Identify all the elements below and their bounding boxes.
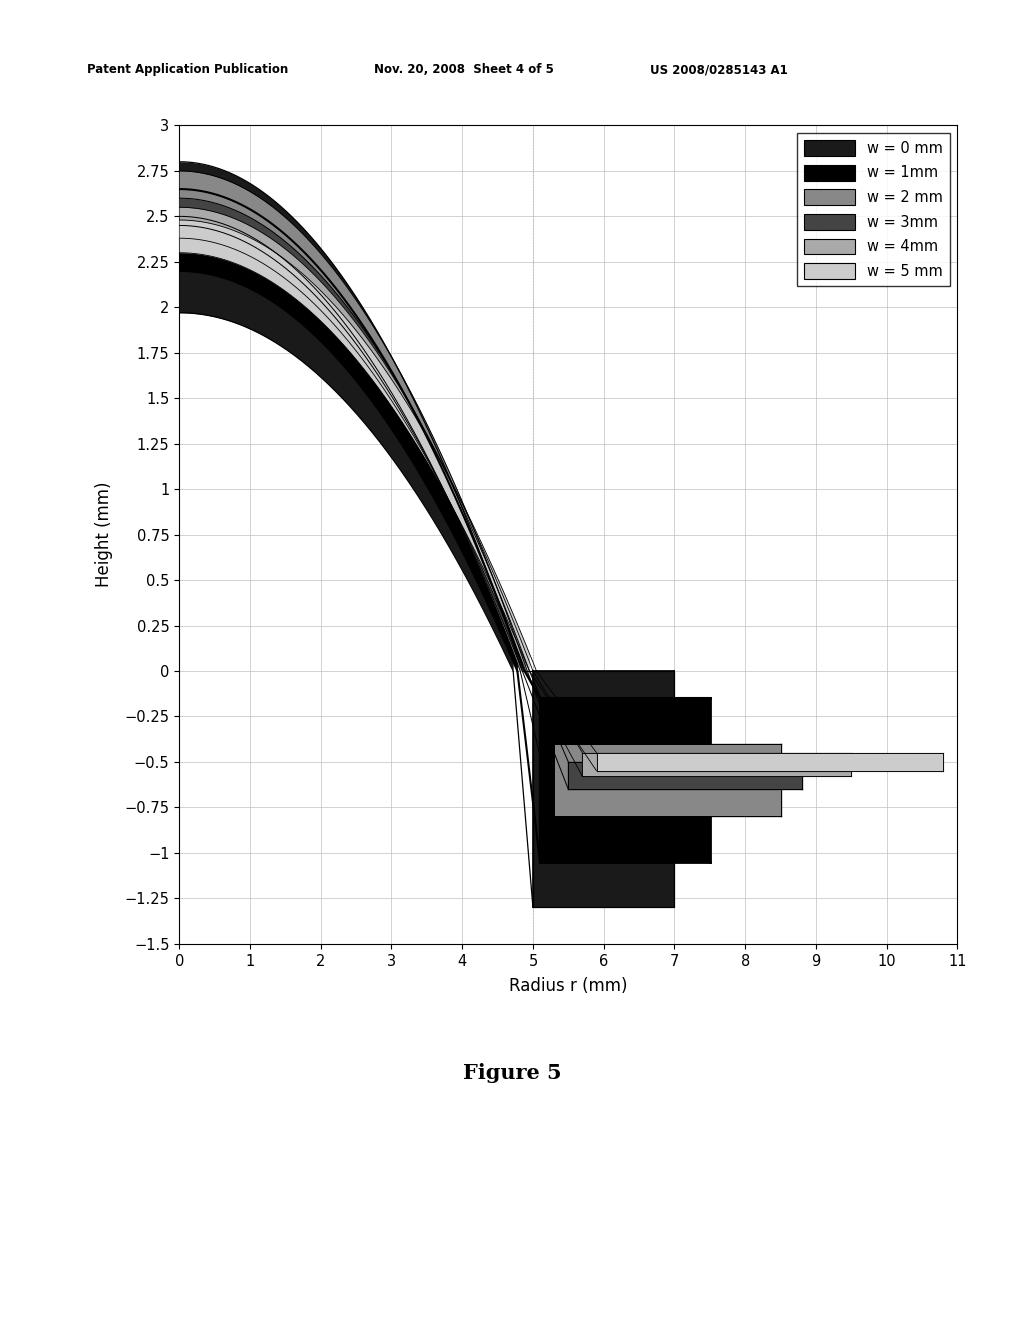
Bar [583, 752, 851, 776]
Bar [532, 671, 675, 907]
Bar [597, 752, 943, 771]
Text: Nov. 20, 2008  Sheet 4 of 5: Nov. 20, 2008 Sheet 4 of 5 [374, 63, 554, 77]
X-axis label: Radius r (mm): Radius r (mm) [509, 977, 628, 995]
Text: US 2008/0285143 A1: US 2008/0285143 A1 [650, 63, 788, 77]
Text: Figure 5: Figure 5 [463, 1063, 561, 1082]
Legend: w = 0 mm, w = 1mm, w = 2 mm, w = 3mm, w = 4mm, w = 5 mm: w = 0 mm, w = 1mm, w = 2 mm, w = 3mm, w … [797, 133, 950, 286]
Bar [568, 762, 802, 789]
Bar [540, 698, 710, 862]
Bar [554, 743, 780, 817]
Y-axis label: Height (mm): Height (mm) [95, 482, 114, 587]
Text: Patent Application Publication: Patent Application Publication [87, 63, 289, 77]
